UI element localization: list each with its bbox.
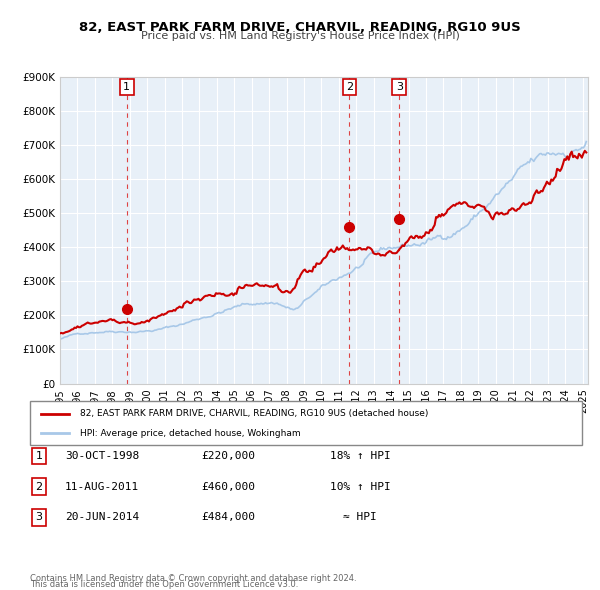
Text: £484,000: £484,000 [201,513,255,522]
Text: £460,000: £460,000 [201,482,255,491]
Text: Contains HM Land Registry data © Crown copyright and database right 2024.: Contains HM Land Registry data © Crown c… [30,574,356,583]
Text: 11-AUG-2011: 11-AUG-2011 [65,482,139,491]
Text: 2: 2 [346,82,353,92]
Text: Price paid vs. HM Land Registry's House Price Index (HPI): Price paid vs. HM Land Registry's House … [140,31,460,41]
Text: 82, EAST PARK FARM DRIVE, CHARVIL, READING, RG10 9US: 82, EAST PARK FARM DRIVE, CHARVIL, READI… [79,21,521,34]
Text: 30-OCT-1998: 30-OCT-1998 [65,451,139,461]
Text: ≈ HPI: ≈ HPI [343,513,377,522]
Text: 2: 2 [35,482,43,491]
Text: 10% ↑ HPI: 10% ↑ HPI [329,482,391,491]
Text: 82, EAST PARK FARM DRIVE, CHARVIL, READING, RG10 9US (detached house): 82, EAST PARK FARM DRIVE, CHARVIL, READI… [80,409,428,418]
Text: HPI: Average price, detached house, Wokingham: HPI: Average price, detached house, Woki… [80,428,301,438]
Text: 18% ↑ HPI: 18% ↑ HPI [329,451,391,461]
Text: 1: 1 [35,451,43,461]
Text: 3: 3 [35,513,43,522]
Text: £220,000: £220,000 [201,451,255,461]
FancyBboxPatch shape [30,401,582,445]
Text: 1: 1 [123,82,130,92]
Text: 3: 3 [396,82,403,92]
Text: 20-JUN-2014: 20-JUN-2014 [65,513,139,522]
Text: This data is licensed under the Open Government Licence v3.0.: This data is licensed under the Open Gov… [30,580,298,589]
